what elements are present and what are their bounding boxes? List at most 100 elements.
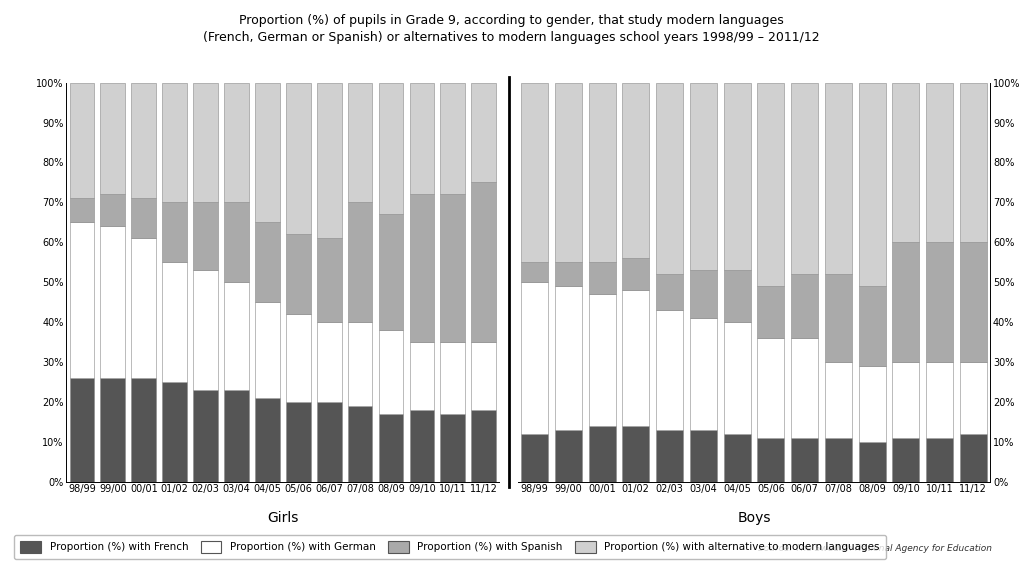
- Bar: [521, 282, 548, 434]
- Bar: [348, 202, 372, 322]
- Legend: Proportion (%) with French, Proportion (%) with German, Proportion (%) with Span: Proportion (%) with French, Proportion (…: [14, 535, 886, 559]
- Bar: [472, 342, 496, 410]
- Bar: [690, 430, 717, 482]
- Bar: [757, 338, 785, 438]
- Bar: [858, 286, 886, 366]
- Bar: [858, 83, 886, 286]
- Bar: [70, 222, 94, 378]
- Bar: [791, 83, 818, 274]
- Bar: [521, 262, 548, 282]
- Bar: [960, 434, 987, 482]
- Bar: [317, 83, 342, 238]
- Bar: [656, 430, 683, 482]
- Bar: [348, 406, 372, 482]
- Bar: [441, 342, 465, 414]
- Bar: [622, 426, 650, 482]
- Bar: [858, 366, 886, 442]
- Text: (French, German or Spanish) or alternatives to modern languages school years 199: (French, German or Spanish) or alternati…: [204, 31, 819, 44]
- Bar: [255, 83, 279, 222]
- Bar: [224, 282, 249, 390]
- Bar: [690, 83, 717, 270]
- Bar: [472, 182, 496, 342]
- Bar: [409, 83, 435, 194]
- Bar: [656, 274, 683, 310]
- Bar: [193, 270, 218, 390]
- Bar: [70, 198, 94, 222]
- Bar: [224, 390, 249, 482]
- X-axis label: Boys: Boys: [738, 511, 770, 525]
- Bar: [521, 434, 548, 482]
- Bar: [317, 322, 342, 402]
- Bar: [193, 83, 218, 202]
- Bar: [588, 426, 616, 482]
- Bar: [554, 286, 582, 430]
- X-axis label: Girls: Girls: [267, 511, 299, 525]
- Bar: [554, 430, 582, 482]
- Bar: [441, 414, 465, 482]
- Bar: [286, 402, 311, 482]
- Bar: [70, 378, 94, 482]
- Bar: [472, 410, 496, 482]
- Bar: [193, 202, 218, 270]
- Bar: [379, 330, 403, 414]
- Bar: [926, 242, 953, 362]
- Bar: [791, 438, 818, 482]
- Bar: [690, 270, 717, 318]
- Bar: [757, 83, 785, 286]
- Bar: [723, 434, 751, 482]
- Text: Source: The Swedish National Agency for Education: Source: The Swedish National Agency for …: [758, 544, 992, 553]
- Bar: [622, 258, 650, 290]
- Bar: [690, 318, 717, 430]
- Bar: [131, 378, 157, 482]
- Bar: [441, 194, 465, 342]
- Bar: [656, 83, 683, 274]
- Bar: [588, 294, 616, 426]
- Bar: [892, 83, 920, 242]
- Bar: [791, 338, 818, 438]
- Bar: [409, 410, 435, 482]
- Bar: [858, 442, 886, 482]
- Bar: [960, 83, 987, 242]
- Bar: [379, 83, 403, 214]
- Bar: [131, 198, 157, 238]
- Bar: [554, 83, 582, 262]
- Bar: [131, 238, 157, 378]
- Bar: [723, 270, 751, 322]
- Bar: [100, 83, 125, 194]
- Bar: [224, 202, 249, 282]
- Bar: [100, 378, 125, 482]
- Bar: [622, 290, 650, 426]
- Bar: [163, 83, 187, 202]
- Bar: [317, 402, 342, 482]
- Bar: [255, 302, 279, 398]
- Bar: [317, 238, 342, 322]
- Bar: [379, 414, 403, 482]
- Bar: [960, 242, 987, 362]
- Bar: [892, 438, 920, 482]
- Bar: [825, 362, 852, 438]
- Bar: [163, 262, 187, 382]
- Bar: [588, 83, 616, 262]
- Bar: [224, 83, 249, 202]
- Bar: [825, 438, 852, 482]
- Bar: [892, 362, 920, 438]
- Bar: [409, 342, 435, 410]
- Bar: [554, 262, 582, 286]
- Bar: [100, 226, 125, 378]
- Bar: [131, 83, 157, 198]
- Bar: [723, 83, 751, 270]
- Bar: [193, 390, 218, 482]
- Bar: [286, 234, 311, 314]
- Bar: [348, 83, 372, 202]
- Bar: [791, 274, 818, 338]
- Text: Proportion (%) of pupils in Grade 9, according to gender, that study modern lang: Proportion (%) of pupils in Grade 9, acc…: [239, 14, 784, 27]
- Bar: [656, 310, 683, 430]
- Bar: [286, 314, 311, 402]
- Bar: [926, 83, 953, 242]
- Bar: [163, 382, 187, 482]
- Bar: [723, 322, 751, 434]
- Bar: [757, 438, 785, 482]
- Bar: [409, 194, 435, 342]
- Bar: [521, 83, 548, 262]
- Bar: [926, 438, 953, 482]
